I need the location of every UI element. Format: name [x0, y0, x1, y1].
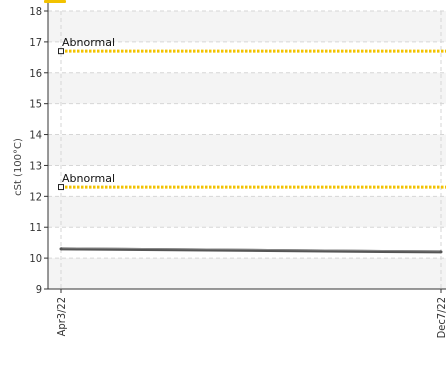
- series-point-0-0: [59, 247, 63, 251]
- y-tick-label-13: 13: [29, 159, 42, 172]
- series-line-0: [60, 247, 442, 254]
- threshold-lines: Abnormal Abnormal: [58, 36, 446, 191]
- band-11: [48, 196, 446, 228]
- threshold-marker-0: [58, 48, 64, 55]
- grid-lines: [48, 10, 446, 289]
- y-tick-label-14: 14: [29, 129, 42, 142]
- series-point-0-1: [439, 250, 443, 254]
- band-9: [48, 258, 446, 289]
- threshold-label-0: Abnormal: [62, 36, 115, 49]
- y-axis-title: cSt (100°C): [13, 138, 24, 196]
- y-tick-label-12: 12: [29, 190, 42, 203]
- threshold-marker-1: [58, 184, 64, 191]
- top-marker: [44, 0, 66, 3]
- series-lines: [59, 247, 443, 254]
- x-tick-label-1: Dec7/22: [435, 297, 446, 338]
- y-tick-label-17: 17: [29, 36, 42, 49]
- threshold-label-1: Abnormal: [62, 172, 115, 185]
- band-17: [48, 11, 446, 42]
- y-axis: 9 10 11 12 13 14 15 16 17 18: [29, 3, 49, 296]
- band-13: [48, 134, 446, 166]
- y-tick-label-16: 16: [29, 67, 42, 80]
- x-tick-label-0: Apr3/22: [55, 297, 68, 336]
- series-line-highlight-0: [60, 247, 442, 252]
- shaded-bands: [48, 11, 446, 289]
- y-tick-label-11: 11: [29, 221, 42, 234]
- x-axis: Apr3/22 Dec7/22: [48, 288, 446, 338]
- y-tick-label-9: 9: [36, 283, 42, 296]
- band-15: [48, 72, 446, 104]
- y-tick-label-18: 18: [29, 5, 42, 18]
- y-tick-label-15: 15: [29, 98, 42, 111]
- y-tick-label-10: 10: [29, 252, 42, 265]
